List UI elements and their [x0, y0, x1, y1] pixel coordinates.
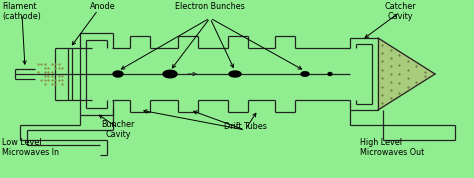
Text: Drift Tubes: Drift Tubes	[224, 122, 266, 131]
Ellipse shape	[113, 71, 123, 77]
Ellipse shape	[301, 72, 309, 76]
Ellipse shape	[229, 71, 241, 77]
Text: Filament
(cathode): Filament (cathode)	[2, 2, 41, 21]
Polygon shape	[378, 38, 435, 110]
Text: Buncher
Cavity: Buncher Cavity	[101, 120, 135, 139]
Ellipse shape	[328, 72, 332, 75]
Text: Electron Bunches: Electron Bunches	[175, 2, 245, 11]
Ellipse shape	[163, 70, 177, 78]
Text: Catcher
Cavity: Catcher Cavity	[384, 2, 416, 21]
Text: Anode: Anode	[90, 2, 116, 11]
Text: High Level
Microwaves Out: High Level Microwaves Out	[360, 138, 424, 157]
Text: Low Level
Microwaves In: Low Level Microwaves In	[2, 138, 59, 157]
